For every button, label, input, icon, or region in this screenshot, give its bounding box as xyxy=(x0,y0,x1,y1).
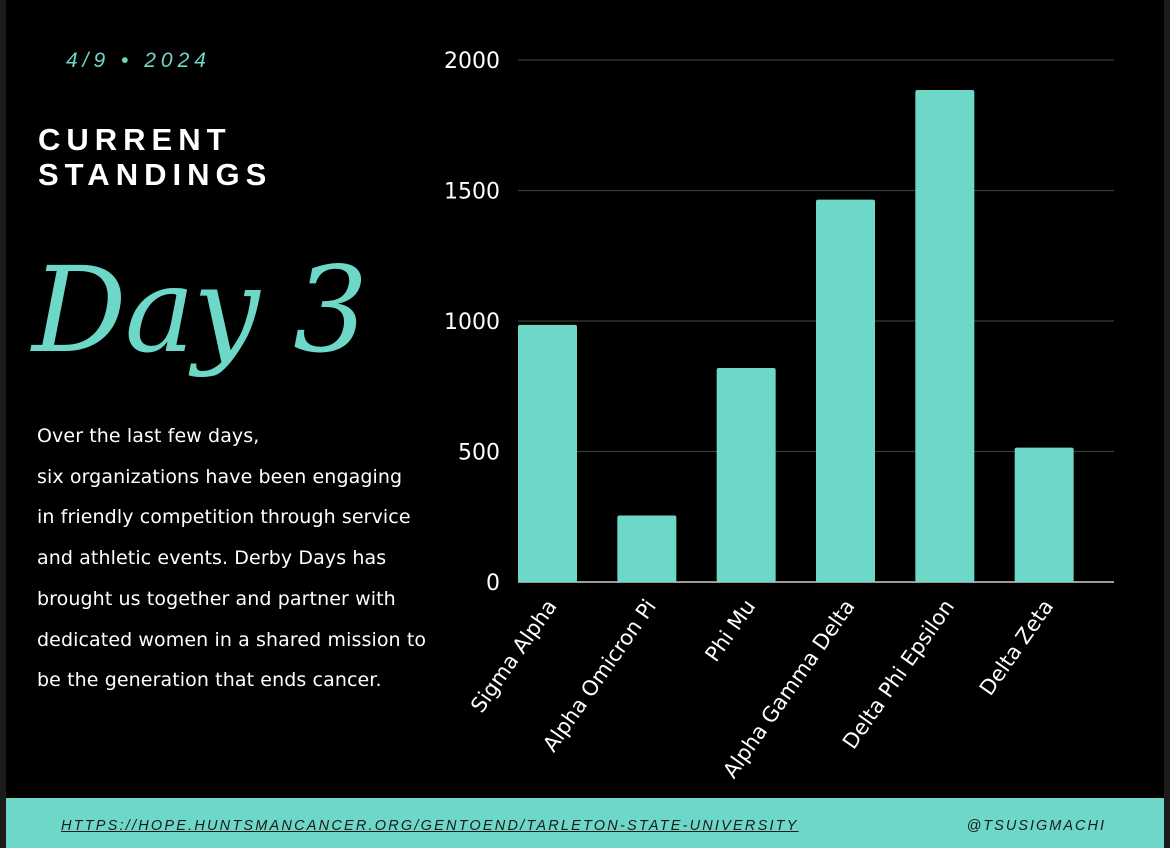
title-line-1: CURRENT xyxy=(38,122,232,157)
y-tick-label: 2000 xyxy=(444,49,500,74)
title-line-2: STANDINGS xyxy=(38,157,273,192)
footer-bar: HTTPS://HOPE.HUNTSMANCANCER.ORG/GENTOEND… xyxy=(6,798,1164,848)
bar xyxy=(518,324,577,582)
page-title: CURRENT STANDINGS xyxy=(38,122,418,192)
frame-left-border xyxy=(0,0,6,848)
x-tick-label: Sigma Alpha xyxy=(466,595,561,717)
y-tick-label: 0 xyxy=(486,571,500,596)
bar xyxy=(716,367,776,582)
description-line: brought us together and partner with xyxy=(37,587,396,610)
x-tick-label: Delta Zeta xyxy=(975,595,1058,700)
description-line: in friendly competition through service xyxy=(37,506,411,529)
description-line: dedicated women in a shared mission to xyxy=(37,628,427,651)
standings-panel: 4/9 • 2024 CURRENT STANDINGS Day 3 Over … xyxy=(6,0,1164,798)
social-handle: @TSUSIGMACHI xyxy=(966,818,1106,834)
y-tick-label: 1500 xyxy=(444,180,500,205)
bar xyxy=(816,199,875,582)
x-tick-label: Delta Phi Epsilon xyxy=(838,595,959,753)
bar xyxy=(1014,447,1074,582)
donation-link[interactable]: HTTPS://HOPE.HUNTSMANCANCER.ORG/GENTOEND… xyxy=(61,818,799,834)
x-tick-label: Alpha Omicron Pi xyxy=(538,595,661,756)
day-heading: Day 3 xyxy=(32,241,368,379)
description-text: Over the last few days, six organization… xyxy=(37,416,437,701)
bar xyxy=(915,90,975,582)
date-label: 4/9 • 2024 xyxy=(66,49,211,72)
frame-right-border xyxy=(1164,0,1170,848)
y-tick-label: 500 xyxy=(458,441,500,466)
x-tick-label: Phi Mu xyxy=(700,595,760,666)
description-line: six organizations have been engaging xyxy=(37,465,403,488)
y-tick-label: 1000 xyxy=(444,310,500,335)
description-line: Over the last few days, xyxy=(37,425,260,447)
description-line: be the generation that ends cancer. xyxy=(37,669,382,692)
description-line: and athletic events. Derby Days has xyxy=(37,547,387,570)
bar xyxy=(617,515,677,582)
